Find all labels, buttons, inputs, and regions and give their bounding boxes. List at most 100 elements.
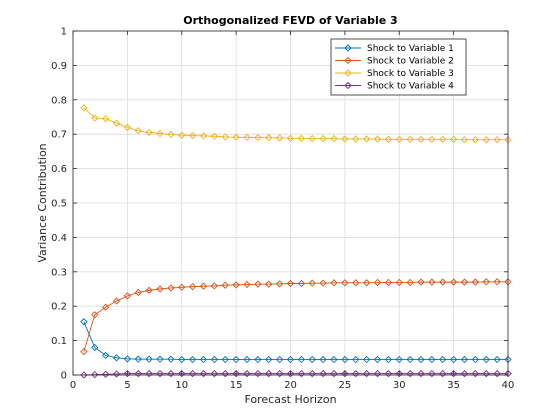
data-point <box>101 303 110 311</box>
data-point <box>493 136 501 144</box>
data-point <box>352 135 360 143</box>
y-tick-label: 0.1 <box>51 336 67 347</box>
data-point <box>460 136 469 144</box>
data-point <box>395 278 403 287</box>
data-point <box>319 369 327 378</box>
data-point <box>112 297 121 305</box>
data-point <box>395 355 403 364</box>
data-point <box>156 355 164 363</box>
data-point <box>221 369 229 378</box>
data-point <box>449 369 458 378</box>
legend: Shock to Variable 1 Shock to Variable 2 Sh… <box>330 38 467 96</box>
data-point <box>395 135 403 143</box>
data-point <box>352 355 360 364</box>
data-point <box>471 355 480 364</box>
legend-entry: Shock to Variable 2 <box>335 57 454 67</box>
y-tick-label: 0 <box>61 371 67 382</box>
data-point <box>156 369 164 378</box>
data-point <box>417 355 425 364</box>
data-point <box>178 355 186 364</box>
data-point <box>319 135 327 143</box>
data-point <box>80 104 88 112</box>
data-point <box>123 355 132 363</box>
data-point <box>199 282 208 290</box>
data-point <box>123 123 132 131</box>
data-point <box>373 355 382 364</box>
data-point <box>439 135 447 143</box>
legend-entry: Shock to Variable 3 <box>335 69 454 79</box>
data-point <box>460 369 469 378</box>
y-tick-label: 1 <box>61 27 67 38</box>
data-point <box>297 369 306 378</box>
data-point <box>428 355 436 364</box>
data-point <box>504 369 512 378</box>
data-point <box>254 369 262 378</box>
series-line <box>83 107 508 141</box>
data-point <box>449 135 458 143</box>
data-point <box>482 278 490 286</box>
data-point <box>91 343 99 352</box>
data-point <box>156 285 164 293</box>
data-point <box>188 131 197 140</box>
x-tick-label: 35 <box>447 380 460 391</box>
data-point <box>91 114 99 122</box>
data-point <box>308 135 316 143</box>
data-point <box>243 369 251 378</box>
data-point <box>101 351 110 360</box>
data-point <box>199 355 208 364</box>
data-point <box>406 278 414 287</box>
data-point <box>221 355 229 364</box>
data-point <box>123 292 132 300</box>
series-4 <box>80 369 512 379</box>
data-point <box>80 371 88 379</box>
data-point <box>112 370 121 378</box>
data-point <box>210 369 219 378</box>
data-point <box>188 282 197 291</box>
data-point <box>449 355 458 364</box>
data-point <box>167 355 175 363</box>
x-tick-label: 30 <box>393 380 406 391</box>
data-point <box>210 355 219 364</box>
data-point <box>286 279 295 288</box>
legend-marker <box>344 81 352 90</box>
data-point <box>286 134 295 142</box>
data-point <box>373 278 382 287</box>
data-point <box>417 278 425 286</box>
data-point <box>134 369 142 378</box>
data-point <box>417 369 425 378</box>
data-point <box>145 286 153 295</box>
data-point <box>265 134 273 142</box>
data-point <box>482 355 490 364</box>
data-point <box>428 278 436 286</box>
x-axis-label: Forecast Horizon <box>244 393 336 406</box>
data-point <box>439 355 447 364</box>
ticks: 0 5 10 15 20 25 30 35 40 0 0.1 0.2 0.3 0.4 0.5 0.6 0.7 0.… <box>51 27 514 392</box>
data-point <box>232 133 240 141</box>
data-point <box>134 288 142 297</box>
data-point <box>297 134 306 142</box>
y-axis-label: Variance Contribution <box>36 143 49 262</box>
data-point <box>362 355 371 364</box>
data-point <box>406 135 414 143</box>
data-point <box>221 281 229 289</box>
data-point <box>91 371 99 379</box>
data-point <box>384 278 393 287</box>
data-point <box>221 133 229 141</box>
x-tick-label: 5 <box>124 380 130 391</box>
data-point <box>406 355 414 364</box>
data-point <box>145 369 153 378</box>
legend-label: Shock to Variable 3 <box>367 69 454 79</box>
x-tick-label: 20 <box>284 380 297 391</box>
data-point <box>112 354 121 362</box>
data-point <box>254 355 262 364</box>
data-point <box>156 129 164 138</box>
data-point <box>395 369 403 378</box>
data-point <box>101 115 110 123</box>
data-point <box>428 369 436 378</box>
x-tick-label: 15 <box>230 380 243 391</box>
data-point <box>460 278 469 286</box>
legend-marker <box>344 69 352 77</box>
data-point <box>341 355 349 364</box>
data-point <box>493 369 501 378</box>
